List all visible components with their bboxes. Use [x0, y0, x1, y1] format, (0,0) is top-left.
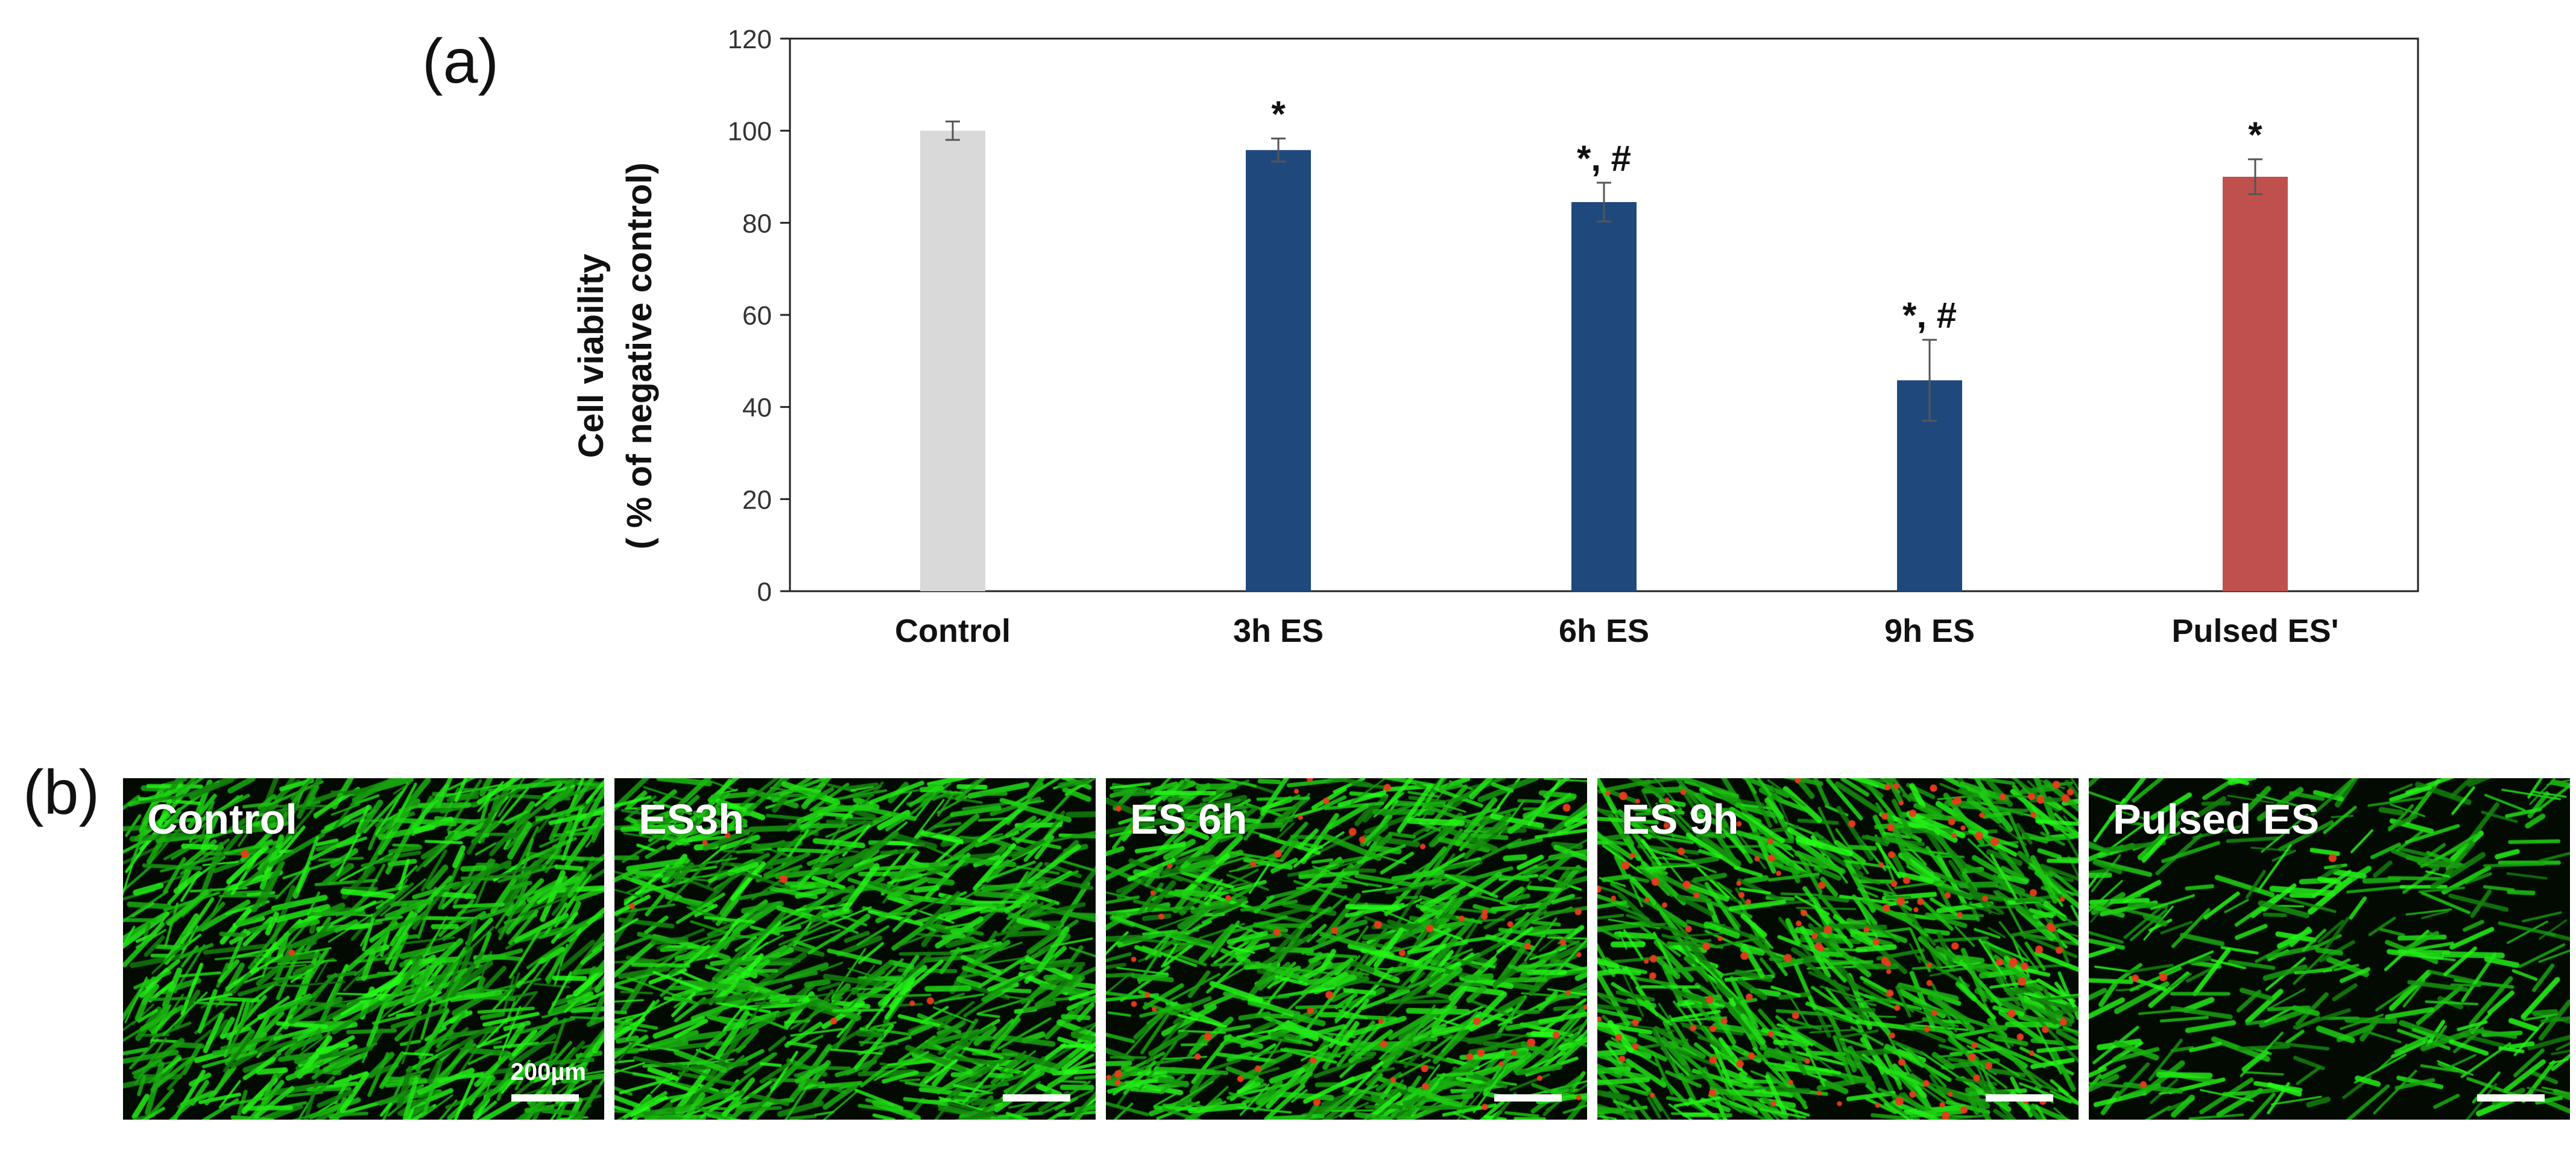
x-tick-label: Control — [895, 613, 1011, 649]
scale-bar — [1494, 1094, 1562, 1102]
significance-label: * — [1271, 94, 1286, 135]
bar — [920, 130, 985, 591]
significance-label: *, # — [1577, 138, 1631, 179]
bar-chart: Cell viability ( % of negative control) … — [572, 25, 2419, 649]
scale-bar — [511, 1094, 579, 1102]
bar — [2223, 177, 2288, 591]
micrograph-title: ES 6h — [1130, 796, 1248, 843]
micrograph-panel: Pulsed ES — [2089, 778, 2570, 1120]
scale-bar — [1003, 1094, 1070, 1102]
x-tick-label: 3h ES — [1233, 613, 1324, 649]
bar — [1246, 150, 1311, 591]
y-tick-label: 100 — [728, 117, 772, 147]
micrograph-panel: ES 6h — [1106, 778, 1587, 1120]
scale-bar — [1986, 1094, 2053, 1102]
significance-label: *, # — [1902, 295, 1957, 335]
micrograph-title: Pulsed ES — [2113, 796, 2320, 843]
micrograph-title: ES 9h — [1621, 796, 1739, 843]
micrograph-row: Control 200µm ES3h ES 6h ES 9h Pulsed ES — [123, 778, 2571, 1120]
micrograph-title: Control — [147, 796, 297, 843]
y-tick-label: 20 — [742, 485, 772, 515]
micrograph-title: ES3h — [639, 796, 745, 843]
micrograph-image — [2089, 778, 2570, 1120]
micrograph-image — [1597, 778, 2079, 1120]
scale-bar — [2477, 1094, 2545, 1102]
x-tick-label: 6h ES — [1559, 613, 1649, 649]
y-axis-label-line1: Cell viability — [572, 254, 611, 458]
micrograph-panel: ES3h — [614, 778, 1096, 1120]
micrograph-image — [1106, 778, 1587, 1120]
micrograph-image — [614, 778, 1096, 1120]
scale-bar-label: 200µm — [510, 1059, 586, 1085]
micrograph-panel: Control 200µm — [123, 778, 604, 1120]
y-axis-label-line2: ( % of negative control) — [620, 162, 659, 549]
y-tick-label: 60 — [742, 301, 772, 331]
y-axis-title: Cell viability ( % of negative control) — [572, 162, 659, 549]
significance-label: * — [2248, 115, 2262, 155]
micrograph-image — [123, 778, 604, 1120]
x-tick-label: 9h ES — [1884, 613, 1975, 649]
y-tick-label: 80 — [742, 209, 772, 238]
panel-b-label: (b) — [23, 758, 100, 828]
y-tick-label: 120 — [728, 25, 772, 54]
panel-a-label: (a) — [422, 27, 499, 97]
x-tick-label: Pulsed ES' — [2172, 613, 2339, 649]
bar — [1571, 201, 1637, 591]
micrograph-panel: ES 9h — [1597, 778, 2079, 1120]
y-tick-label: 0 — [757, 577, 772, 607]
y-tick-label: 40 — [742, 393, 772, 423]
